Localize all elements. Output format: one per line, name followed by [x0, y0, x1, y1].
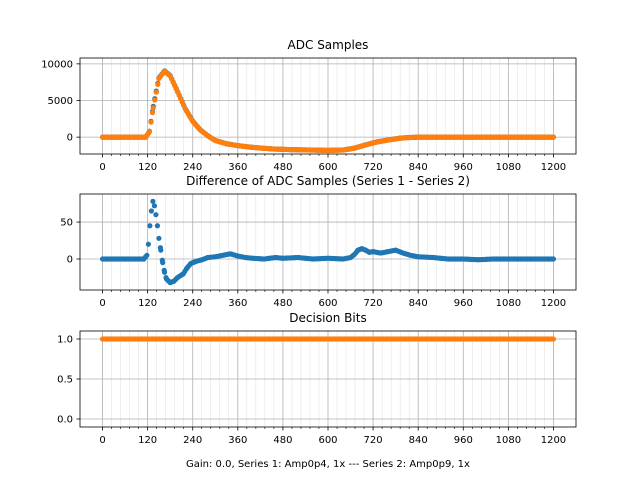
axes-frame-decision-bits [79, 330, 577, 428]
x-tick-label-difference: 480 [273, 298, 292, 309]
chart-title-decision-bits: Decision Bits [289, 311, 366, 325]
x-tick-label-decision-bits: 240 [183, 435, 202, 446]
x-tick-label-adc-samples: 0 [99, 162, 105, 173]
data-point-series-1 [154, 223, 161, 229]
x-tick-label-decision-bits: 360 [228, 435, 247, 446]
x-tick-label-decision-bits: 840 [409, 435, 428, 446]
x-tick-label-decision-bits: 720 [364, 435, 383, 446]
data-point-series-2 [149, 110, 156, 116]
x-tick-label-difference: 1080 [496, 298, 521, 309]
panel-decision-bits: 0 120 240 360 480 600 720 840 960 1080 1200 0.0 0.5 1… [57, 330, 577, 446]
x-tick-label-adc-samples: 360 [228, 162, 247, 173]
x-tick-label-difference: 0 [99, 298, 105, 309]
x-tick-label-decision-bits: 480 [273, 435, 292, 446]
y-tick-label-decision-bits: 1.0 [57, 335, 73, 346]
x-tick-label-difference: 240 [183, 298, 202, 309]
series-1-difference [99, 198, 557, 286]
y-tick-label-adc-samples: 10000 [41, 59, 73, 70]
x-axis-label: Gain: 0.0, Series 1: Amp0p4, 1x --- Seri… [186, 459, 470, 470]
data-point-series-1 [550, 256, 557, 262]
x-tick-label-difference: 720 [364, 298, 383, 309]
data-point-series-1 [147, 223, 153, 229]
data-point-series-1 [145, 241, 151, 247]
data-point-series-1 [150, 198, 156, 204]
x-tick-label-adc-samples: 840 [409, 162, 428, 173]
y-tick-label-decision-bits: 0.5 [57, 375, 73, 386]
x-tick-label-decision-bits: 600 [318, 435, 337, 446]
y-tick-label-adc-samples: 5000 [48, 96, 73, 107]
series-1-decision-bits [99, 336, 557, 342]
panel-difference: 0 120 240 360 480 600 720 840 960 1080 1200 0 50 [60, 193, 577, 309]
x-tick-label-decision-bits: 1080 [496, 435, 521, 446]
chart-title-difference: Difference of ADC Samples (Series 1 - Se… [186, 174, 470, 188]
x-tick-label-decision-bits: 960 [454, 435, 473, 446]
data-point-series-2 [550, 134, 557, 140]
data-point-series-1 [156, 235, 162, 241]
data-point-series-1 [550, 336, 557, 342]
x-tick-label-difference: 960 [454, 298, 473, 309]
axes-frame-difference [79, 193, 577, 291]
series-2-adc-samples [99, 68, 557, 153]
x-tick-label-adc-samples: 1200 [541, 162, 566, 173]
data-point-series-1 [144, 252, 150, 258]
x-tick-label-adc-samples: 480 [273, 162, 292, 173]
data-point-series-1 [151, 203, 157, 209]
x-tick-label-decision-bits: 1200 [541, 435, 566, 446]
x-tick-label-difference: 600 [318, 298, 337, 309]
y-tick-label-difference: 0 [67, 254, 73, 265]
axes-frame-adc-samples [79, 57, 577, 155]
x-tick-label-decision-bits: 0 [99, 435, 105, 446]
y-tick-label-decision-bits: 0.0 [57, 415, 73, 426]
x-tick-label-adc-samples: 120 [138, 162, 157, 173]
x-tick-label-adc-samples: 1080 [496, 162, 521, 173]
x-tick-label-adc-samples: 600 [318, 162, 337, 173]
x-tick-label-difference: 1200 [541, 298, 566, 309]
data-point-series-2 [155, 81, 161, 87]
data-point-series-2 [146, 129, 153, 135]
data-point-series-2 [148, 119, 154, 125]
data-point-series-2 [153, 89, 159, 95]
x-tick-label-adc-samples: 240 [183, 162, 202, 173]
data-point-series-2 [152, 97, 158, 103]
x-tick-label-adc-samples: 720 [364, 162, 383, 173]
data-point-series-1 [160, 260, 166, 266]
x-tick-label-difference: 840 [409, 298, 428, 309]
data-point-series-1 [148, 208, 154, 214]
data-point-series-1 [158, 247, 164, 253]
x-tick-label-adc-samples: 960 [454, 162, 473, 173]
data-point-series-1 [161, 269, 168, 275]
y-tick-label-difference: 50 [60, 218, 73, 229]
chart-title-adc-samples: ADC Samples [288, 38, 369, 52]
y-tick-label-adc-samples: 0 [67, 133, 73, 144]
panel-adc-samples: 0 120 240 360 480 600 720 840 960 1080 1200 0 5000 10… [41, 57, 577, 173]
x-tick-label-difference: 120 [138, 298, 157, 309]
x-tick-label-difference: 360 [228, 298, 247, 309]
x-tick-label-decision-bits: 120 [138, 435, 157, 446]
data-point-series-1 [153, 212, 159, 218]
data-point-series-2 [150, 105, 156, 111]
